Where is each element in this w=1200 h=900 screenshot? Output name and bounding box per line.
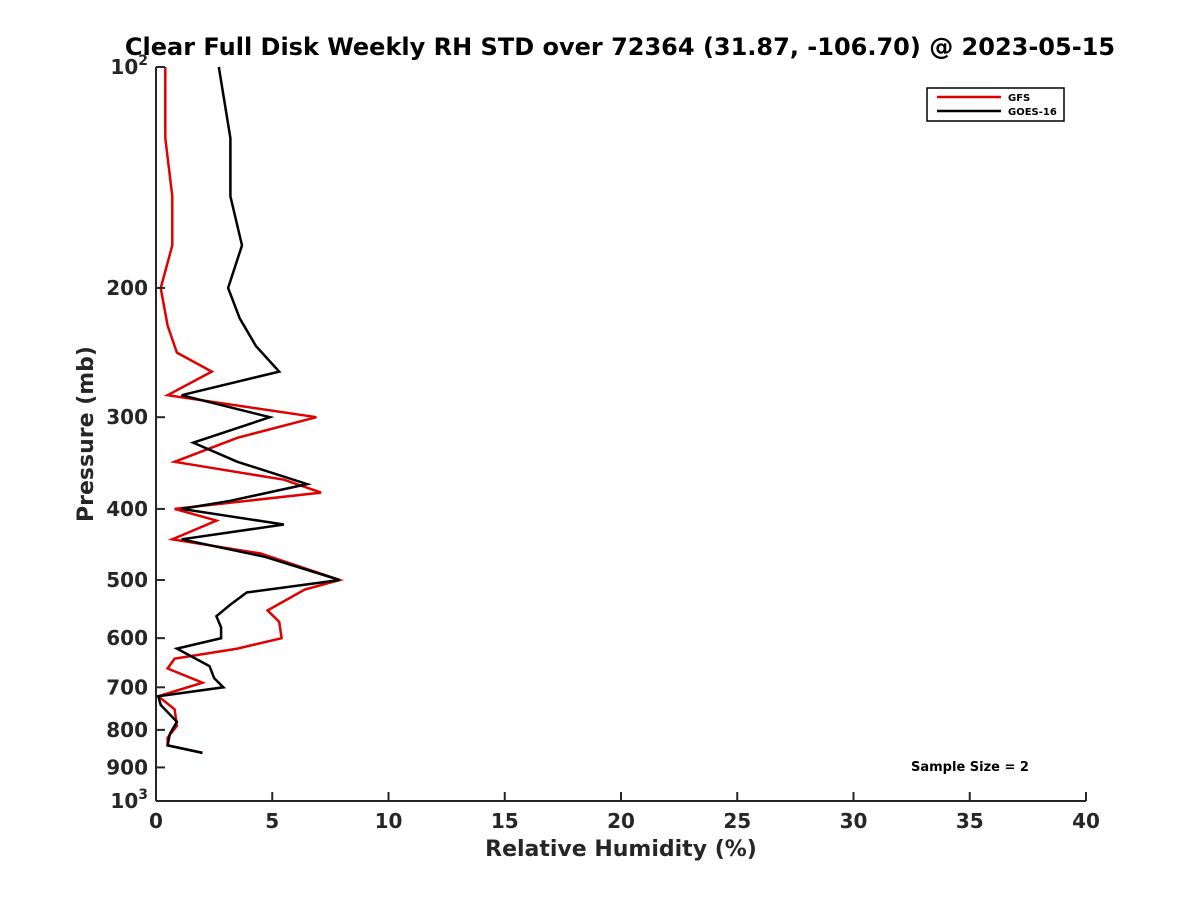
x-ticks: 0 5 10 15 20 25 30 35 40 [149, 792, 1100, 833]
sample-size-annotation: Sample Size = 2 [911, 760, 1029, 775]
x-tick-label: 5 [265, 809, 279, 833]
legend: GFS GOES-16 [926, 87, 1065, 122]
y-tick-label: 700 [106, 675, 148, 699]
y-ticks: 102 200 300 400 500 600 700 800 900 103 [106, 53, 165, 813]
y-tick-label: 103 [110, 787, 148, 813]
y-tick-label: 300 [106, 405, 148, 429]
y-tick-label: 900 [106, 755, 148, 779]
chart-title: Clear Full Disk Weekly RH STD over 72364… [125, 33, 1115, 61]
x-tick-label: 25 [723, 809, 751, 833]
legend-entry: GOES-16 [1008, 107, 1057, 118]
y-tick-label: 102 [110, 53, 148, 79]
x-tick-label: 15 [491, 809, 519, 833]
x-tick-label: 40 [1072, 809, 1100, 833]
plot-lines [155, 66, 345, 755]
x-tick-label: 35 [956, 809, 984, 833]
y-tick-label: 500 [106, 568, 148, 592]
y-tick-label: 600 [106, 626, 148, 650]
series-line-goes-16 [156, 66, 341, 755]
y-tick-label: 200 [106, 276, 148, 300]
x-tick-label: 10 [375, 809, 403, 833]
y-axis-label: Pressure (mb) [74, 346, 99, 522]
legend-box [926, 87, 1065, 122]
y-tick-label: 400 [106, 497, 148, 521]
series-line-gfs [155, 67, 345, 755]
legend-entry: GFS [1008, 93, 1030, 104]
x-tick-label: 20 [607, 809, 635, 833]
x-tick-label: 0 [149, 809, 163, 833]
x-tick-label: 30 [840, 809, 868, 833]
x-axis-label: Relative Humidity (%) [485, 837, 757, 862]
y-tick-label: 800 [106, 718, 148, 742]
